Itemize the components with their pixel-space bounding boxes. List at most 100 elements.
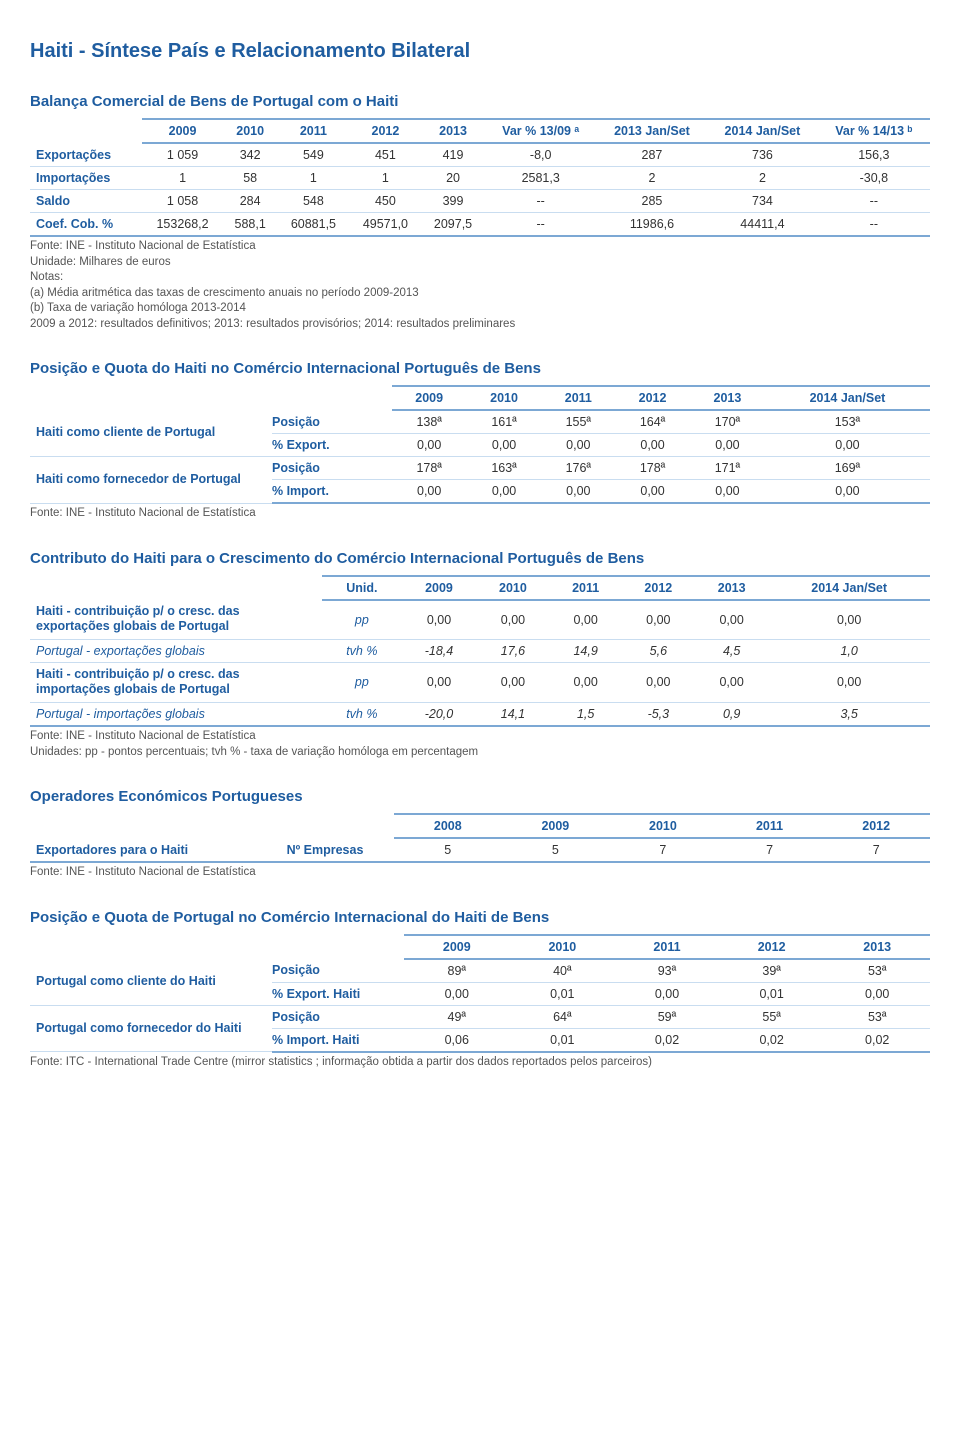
cell: 171ª (690, 457, 765, 480)
col-header: 2009 (402, 576, 477, 600)
cell: tvh % (322, 703, 402, 727)
cell: 178ª (392, 457, 467, 480)
cell: Haiti - contribuição p/ o cresc. das exp… (30, 600, 322, 640)
cell: Saldo (30, 190, 142, 213)
cell: -- (818, 213, 930, 237)
table-row: Portugal - exportações globaistvh %-18,4… (30, 639, 930, 662)
cell: 163ª (467, 457, 542, 480)
cell: % Import. (272, 480, 392, 504)
cell: 0,00 (622, 600, 695, 640)
cell: Haiti como fornecedor de Portugal (30, 457, 272, 504)
cell: 39ª (719, 959, 825, 983)
cell: 0,00 (690, 434, 765, 457)
table-row: Haiti - contribuição p/ o cresc. das imp… (30, 662, 930, 702)
cell: % Import. Haiti (272, 1028, 404, 1052)
cell: 0,00 (392, 434, 467, 457)
cell: 155ª (542, 410, 616, 434)
t5-notes: Fonte: ITC - International Trade Centre … (30, 1055, 930, 1071)
cell: 2 (597, 167, 707, 190)
cell: 14,1 (476, 703, 549, 727)
cell: 1 (349, 167, 421, 190)
cell: Posição (272, 959, 404, 983)
note-line: Fonte: INE - Instituto Nacional de Estat… (30, 506, 930, 522)
cell: 4,5 (695, 639, 768, 662)
col-header: 2013 (695, 576, 768, 600)
cell: 1,0 (768, 639, 930, 662)
cell: 1 (277, 167, 349, 190)
note-line: Fonte: INE - Instituto Nacional de Estat… (30, 729, 930, 745)
col-header: 2012 (615, 386, 690, 410)
cell: 17,6 (476, 639, 549, 662)
note-line: Fonte: ITC - International Trade Centre … (30, 1055, 930, 1071)
cell: 734 (707, 190, 817, 213)
col-header: 2013 Jan/Set (597, 119, 707, 143)
cell: 164ª (615, 410, 690, 434)
cell: Posição (272, 457, 392, 480)
cell: 284 (223, 190, 277, 213)
col-header: 2010 (223, 119, 277, 143)
cell: 7 (609, 838, 717, 862)
col-header: 2011 (717, 814, 823, 838)
cell: 0,00 (404, 982, 510, 1005)
cell: Haiti - contribuição p/ o cresc. das imp… (30, 662, 322, 702)
cell: 0,00 (392, 480, 467, 504)
col-header: 2010 (510, 935, 616, 959)
col-header: 2009 (404, 935, 510, 959)
note-line: Fonte: INE - Instituto Nacional de Estat… (30, 865, 930, 881)
t3-notes: Fonte: INE - Instituto Nacional de Estat… (30, 729, 930, 760)
col-header: 2010 (467, 386, 542, 410)
note-line: Notas: (30, 270, 930, 286)
cell: -18,4 (402, 639, 477, 662)
cell: 11986,6 (597, 213, 707, 237)
note-line: (b) Taxa de variação homóloga 2013-2014 (30, 301, 930, 317)
cell: Posição (272, 410, 392, 434)
cell: Coef. Cob. % (30, 213, 142, 237)
t1-title: Balança Comercial de Bens de Portugal co… (30, 93, 930, 110)
cell: 93ª (615, 959, 719, 983)
cell: Exportações (30, 143, 142, 167)
cell: 0,00 (402, 600, 477, 640)
cell: 2 (707, 167, 817, 190)
table-row: Importações15811202581,322-30,8 (30, 167, 930, 190)
table-row: Haiti como cliente de PortugalPosição138… (30, 410, 930, 434)
table-row: Portugal como fornecedor do HaitiPosição… (30, 1005, 930, 1028)
cell: 736 (707, 143, 817, 167)
col-header: 2009 (502, 814, 610, 838)
cell: 59ª (615, 1005, 719, 1028)
cell: 53ª (824, 959, 930, 983)
cell: 49ª (404, 1005, 510, 1028)
col-header: 2012 (349, 119, 421, 143)
col-header: 2011 (277, 119, 349, 143)
cell: Portugal como cliente do Haiti (30, 959, 272, 1006)
cell: 178ª (615, 457, 690, 480)
cell: 7 (822, 838, 930, 862)
cell: 169ª (765, 457, 930, 480)
cell: 287 (597, 143, 707, 167)
cell: 419 (421, 143, 484, 167)
cell: 156,3 (818, 143, 930, 167)
cell: 1 059 (142, 143, 223, 167)
table-row: Portugal como cliente do HaitiPosição89ª… (30, 959, 930, 983)
table-row: Exportadores para o HaitiNº Empresas5577… (30, 838, 930, 862)
col-header: 2012 (822, 814, 930, 838)
cell: 161ª (467, 410, 542, 434)
t3-title: Contributo do Haiti para o Crescimento d… (30, 550, 930, 567)
cell: 342 (223, 143, 277, 167)
cell: % Export. Haiti (272, 982, 404, 1005)
cell: 0,00 (476, 662, 549, 702)
col-header: 2009 (142, 119, 223, 143)
col-header: 2013 (824, 935, 930, 959)
cell: 176ª (542, 457, 616, 480)
cell: Posição (272, 1005, 404, 1028)
t5-title: Posição e Quota de Portugal no Comércio … (30, 909, 930, 926)
t2-table: 200920102011201220132014 Jan/Set Haiti c… (30, 385, 930, 504)
cell: 49571,0 (349, 213, 421, 237)
cell: 0,02 (719, 1028, 825, 1052)
cell: 170ª (690, 410, 765, 434)
cell: 0,02 (824, 1028, 930, 1052)
t5-table: 20092010201120122013 Portugal como clien… (30, 934, 930, 1053)
page-title: Haiti - Síntese País e Relacionamento Bi… (30, 40, 930, 63)
table-row: Coef. Cob. %153268,2588,160881,549571,02… (30, 213, 930, 237)
col-header: 2011 (542, 386, 616, 410)
cell: -5,3 (622, 703, 695, 727)
